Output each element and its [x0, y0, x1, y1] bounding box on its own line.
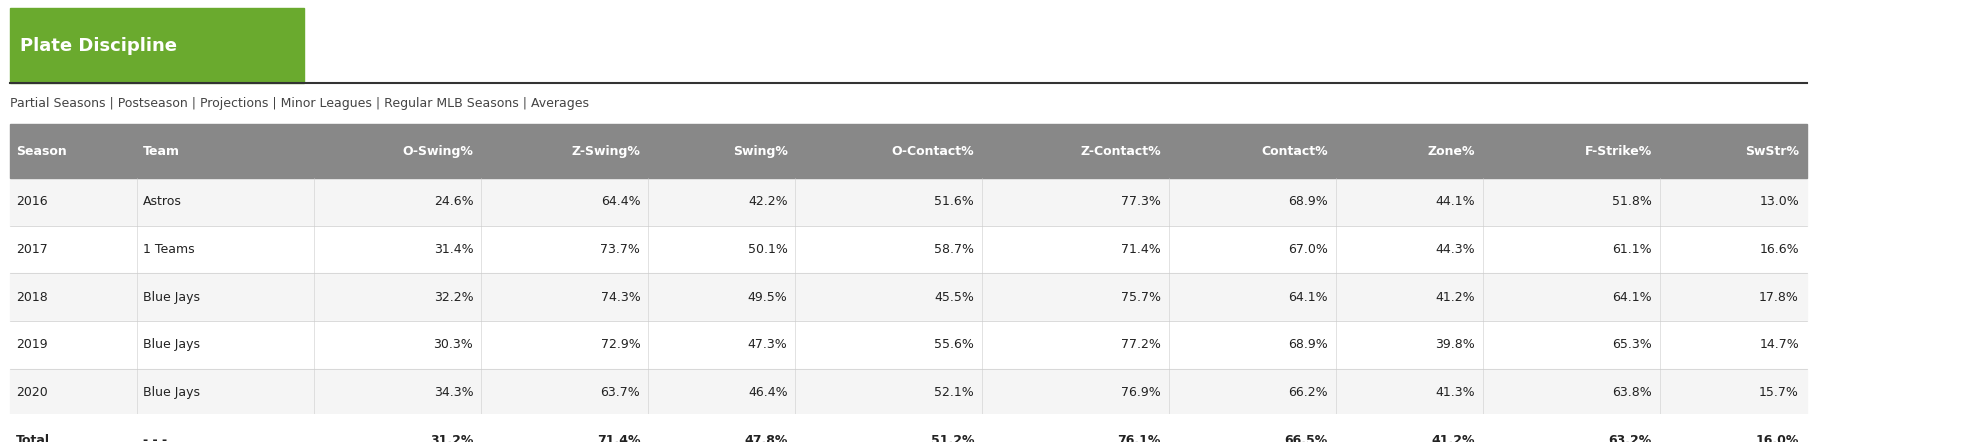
Text: Astros: Astros [143, 195, 183, 209]
Text: 31.2%: 31.2% [430, 434, 473, 442]
Text: 2020: 2020 [16, 386, 47, 399]
Text: 46.4%: 46.4% [748, 386, 788, 399]
Text: Season: Season [16, 145, 67, 158]
Text: Total: Total [16, 434, 49, 442]
Text: Blue Jays: Blue Jays [143, 291, 200, 304]
Text: 50.1%: 50.1% [748, 243, 788, 256]
Text: Zone%: Zone% [1428, 145, 1475, 158]
Text: Contact%: Contact% [1261, 145, 1328, 158]
Text: 24.6%: 24.6% [434, 195, 473, 209]
Text: Partial Seasons | Postseason | Projections | Minor Leagues | Regular MLB Seasons: Partial Seasons | Postseason | Projectio… [10, 97, 589, 110]
Text: 58.7%: 58.7% [935, 243, 974, 256]
Bar [10, 8, 304, 83]
Text: Blue Jays: Blue Jays [143, 386, 200, 399]
Text: 16.6%: 16.6% [1760, 243, 1799, 256]
Text: 44.3%: 44.3% [1436, 243, 1475, 256]
Bar [10, 416, 1807, 442]
Text: 2018: 2018 [16, 291, 47, 304]
Text: 64.4%: 64.4% [601, 195, 640, 209]
Text: O-Contact%: O-Contact% [892, 145, 974, 158]
Text: 64.1%: 64.1% [1288, 291, 1328, 304]
Text: 63.8%: 63.8% [1612, 386, 1652, 399]
Text: 51.2%: 51.2% [931, 434, 974, 442]
Text: 73.7%: 73.7% [601, 243, 640, 256]
Text: 30.3%: 30.3% [434, 338, 473, 351]
Text: 31.4%: 31.4% [434, 243, 473, 256]
Bar [10, 226, 1807, 274]
Text: 45.5%: 45.5% [935, 291, 974, 304]
Text: 13.0%: 13.0% [1760, 195, 1799, 209]
Bar [10, 124, 1807, 178]
Text: Z-Contact%: Z-Contact% [1080, 145, 1161, 158]
Text: 41.2%: 41.2% [1432, 434, 1475, 442]
Text: 1 Teams: 1 Teams [143, 243, 194, 256]
Bar [10, 274, 1807, 321]
Text: 16.0%: 16.0% [1756, 434, 1799, 442]
Text: 63.2%: 63.2% [1609, 434, 1652, 442]
Text: 17.8%: 17.8% [1760, 291, 1799, 304]
Text: 66.5%: 66.5% [1284, 434, 1328, 442]
Text: 71.4%: 71.4% [1121, 243, 1161, 256]
Text: 41.3%: 41.3% [1436, 386, 1475, 399]
Text: 2019: 2019 [16, 338, 47, 351]
Text: 72.9%: 72.9% [601, 338, 640, 351]
Text: 64.1%: 64.1% [1612, 291, 1652, 304]
Text: 47.8%: 47.8% [744, 434, 788, 442]
Text: 75.7%: 75.7% [1121, 291, 1161, 304]
Text: 66.2%: 66.2% [1288, 386, 1328, 399]
Text: 34.3%: 34.3% [434, 386, 473, 399]
Text: Swing%: Swing% [733, 145, 788, 158]
Bar [10, 369, 1807, 416]
Text: 65.3%: 65.3% [1612, 338, 1652, 351]
Text: 67.0%: 67.0% [1288, 243, 1328, 256]
Text: 76.9%: 76.9% [1121, 386, 1161, 399]
Text: SwStr%: SwStr% [1746, 145, 1799, 158]
Text: 41.2%: 41.2% [1436, 291, 1475, 304]
Text: 39.8%: 39.8% [1436, 338, 1475, 351]
Text: 71.4%: 71.4% [597, 434, 640, 442]
Text: 51.8%: 51.8% [1612, 195, 1652, 209]
Text: 63.7%: 63.7% [601, 386, 640, 399]
Text: Team: Team [143, 145, 181, 158]
Text: Plate Discipline: Plate Discipline [20, 37, 177, 54]
Text: Z-Swing%: Z-Swing% [572, 145, 640, 158]
Text: 44.1%: 44.1% [1436, 195, 1475, 209]
Text: Blue Jays: Blue Jays [143, 338, 200, 351]
Text: 74.3%: 74.3% [601, 291, 640, 304]
Bar [10, 321, 1807, 369]
Text: 32.2%: 32.2% [434, 291, 473, 304]
Text: 55.6%: 55.6% [935, 338, 974, 351]
Text: 15.7%: 15.7% [1760, 386, 1799, 399]
Text: 68.9%: 68.9% [1288, 338, 1328, 351]
Bar [10, 178, 1807, 226]
Text: 2016: 2016 [16, 195, 47, 209]
Text: 76.1%: 76.1% [1118, 434, 1161, 442]
Text: 42.2%: 42.2% [748, 195, 788, 209]
Text: 2017: 2017 [16, 243, 47, 256]
Text: 51.6%: 51.6% [935, 195, 974, 209]
Text: - - -: - - - [143, 434, 167, 442]
Text: 68.9%: 68.9% [1288, 195, 1328, 209]
Text: 14.7%: 14.7% [1760, 338, 1799, 351]
Text: F-Strike%: F-Strike% [1585, 145, 1652, 158]
Text: 47.3%: 47.3% [748, 338, 788, 351]
Text: O-Swing%: O-Swing% [403, 145, 473, 158]
Text: 77.2%: 77.2% [1121, 338, 1161, 351]
Text: 61.1%: 61.1% [1612, 243, 1652, 256]
Text: 49.5%: 49.5% [748, 291, 788, 304]
Text: 77.3%: 77.3% [1121, 195, 1161, 209]
Text: 52.1%: 52.1% [935, 386, 974, 399]
